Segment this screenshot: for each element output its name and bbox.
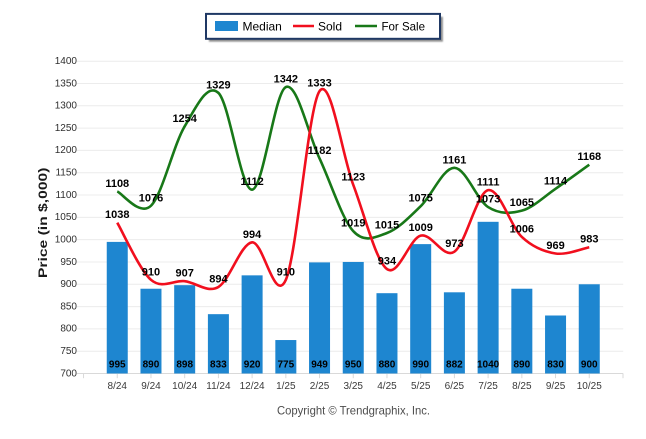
svg-text:890: 890: [513, 360, 530, 371]
svg-text:1050: 1050: [55, 212, 78, 223]
svg-text:1038: 1038: [105, 209, 129, 221]
svg-text:898: 898: [176, 360, 193, 371]
svg-text:Price (in $,000): Price (in $,000): [36, 168, 50, 279]
svg-text:4/25: 4/25: [377, 381, 397, 392]
svg-text:900: 900: [581, 360, 598, 371]
svg-text:1342: 1342: [274, 74, 298, 86]
svg-text:For Sale: For Sale: [382, 20, 426, 34]
svg-text:973: 973: [445, 238, 463, 250]
svg-text:1150: 1150: [55, 168, 77, 179]
svg-text:1/25: 1/25: [276, 381, 296, 392]
svg-text:800: 800: [60, 324, 77, 335]
svg-text:12/24: 12/24: [240, 381, 265, 392]
svg-text:920: 920: [244, 360, 261, 371]
svg-text:1182: 1182: [308, 145, 332, 157]
svg-text:3/25: 3/25: [344, 381, 364, 392]
svg-text:995: 995: [109, 360, 126, 371]
svg-text:1015: 1015: [375, 219, 399, 231]
svg-text:1114: 1114: [544, 175, 568, 187]
svg-text:2/25: 2/25: [310, 381, 330, 392]
svg-text:994: 994: [243, 229, 262, 241]
svg-text:9/24: 9/24: [141, 381, 161, 392]
svg-text:1250: 1250: [55, 123, 78, 134]
svg-text:Sold: Sold: [318, 20, 342, 34]
svg-text:1254: 1254: [172, 113, 197, 125]
svg-text:775: 775: [277, 360, 294, 371]
svg-text:1123: 1123: [341, 171, 365, 183]
svg-text:9/25: 9/25: [546, 381, 566, 392]
svg-text:969: 969: [546, 240, 564, 252]
svg-text:1075: 1075: [408, 193, 432, 205]
svg-text:983: 983: [580, 234, 598, 246]
svg-text:1200: 1200: [55, 145, 78, 156]
svg-text:990: 990: [412, 360, 429, 371]
svg-text:830: 830: [547, 360, 564, 371]
svg-text:1009: 1009: [408, 222, 432, 234]
svg-text:910: 910: [142, 266, 160, 278]
svg-text:8/25: 8/25: [512, 381, 532, 392]
svg-text:7/25: 7/25: [478, 381, 498, 392]
svg-text:10/24: 10/24: [172, 381, 197, 392]
svg-text:5/25: 5/25: [411, 381, 431, 392]
svg-text:882: 882: [446, 360, 463, 371]
svg-text:1065: 1065: [510, 197, 534, 209]
svg-text:8/24: 8/24: [108, 381, 128, 392]
svg-text:950: 950: [345, 360, 362, 371]
svg-text:1006: 1006: [510, 223, 534, 235]
svg-text:Copyright © Trendgraphix, Inc.: Copyright © Trendgraphix, Inc.: [277, 403, 430, 417]
svg-text:1161: 1161: [442, 154, 466, 166]
svg-text:1000: 1000: [55, 234, 78, 245]
svg-text:890: 890: [143, 360, 160, 371]
svg-text:1168: 1168: [577, 151, 601, 163]
svg-text:880: 880: [379, 360, 396, 371]
svg-text:1108: 1108: [105, 178, 129, 190]
svg-text:907: 907: [176, 268, 194, 280]
svg-text:700: 700: [60, 368, 77, 379]
svg-text:1076: 1076: [139, 192, 163, 204]
svg-text:1350: 1350: [55, 78, 78, 89]
svg-text:1333: 1333: [307, 78, 331, 90]
svg-text:1112: 1112: [240, 176, 263, 188]
svg-text:750: 750: [60, 346, 77, 357]
svg-text:950: 950: [60, 257, 77, 268]
svg-text:11/24: 11/24: [206, 381, 231, 392]
svg-text:850: 850: [60, 301, 77, 312]
svg-text:1329: 1329: [206, 79, 230, 91]
svg-text:1019: 1019: [341, 218, 365, 230]
svg-text:1073: 1073: [476, 194, 500, 206]
svg-text:1111: 1111: [477, 177, 500, 189]
svg-text:6/25: 6/25: [445, 381, 465, 392]
svg-text:1040: 1040: [477, 360, 500, 371]
svg-text:1100: 1100: [55, 190, 77, 201]
svg-text:934: 934: [378, 256, 397, 268]
svg-text:1400: 1400: [55, 56, 78, 67]
svg-text:1300: 1300: [55, 101, 78, 112]
svg-text:910: 910: [277, 266, 295, 278]
svg-text:Median: Median: [243, 20, 282, 34]
svg-text:900: 900: [60, 279, 77, 290]
svg-text:833: 833: [210, 360, 227, 371]
svg-text:894: 894: [209, 273, 228, 285]
svg-text:10/25: 10/25: [577, 381, 602, 392]
svg-text:949: 949: [311, 360, 328, 371]
